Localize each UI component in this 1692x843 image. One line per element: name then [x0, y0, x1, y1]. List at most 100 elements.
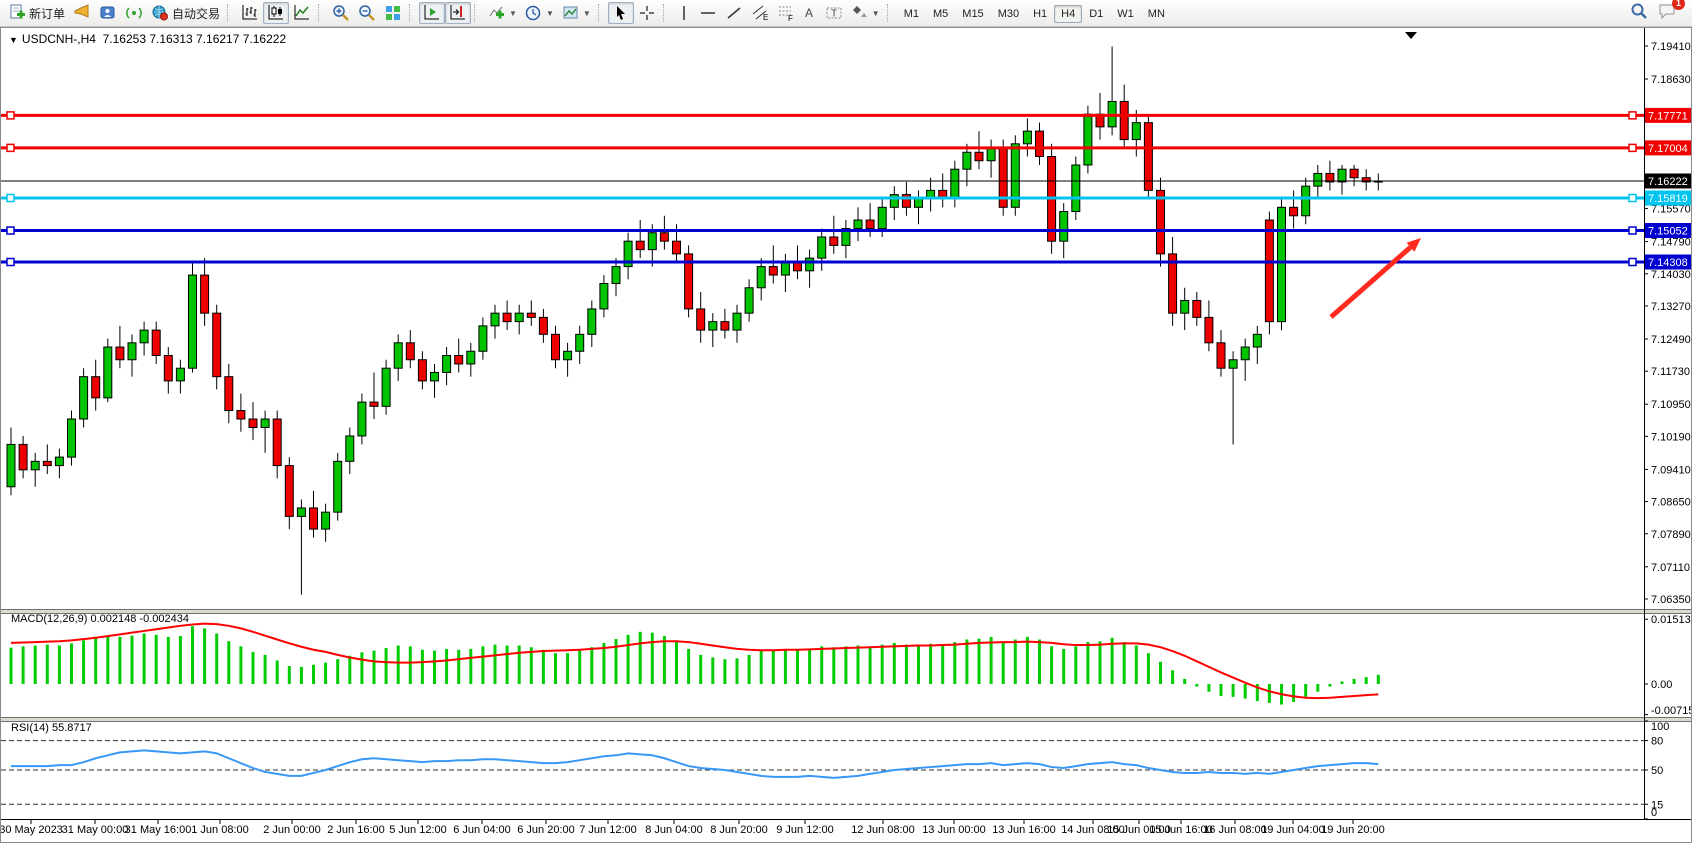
candle [430, 371, 439, 382]
symbol-period-label: USDCNH-,H4 [21, 32, 96, 46]
line-handle[interactable] [1628, 111, 1637, 120]
new-order-button[interactable]: 新订单 [4, 2, 69, 24]
candle [1192, 299, 1202, 318]
line-handle[interactable] [1628, 257, 1637, 267]
bar-chart-icon [242, 5, 258, 20]
line-handle[interactable] [1628, 193, 1637, 203]
candle [151, 329, 161, 357]
price-tick-label: 7.08650 [1651, 497, 1691, 509]
candle [309, 507, 318, 530]
equidistant-channel-button[interactable]: E [747, 2, 773, 24]
candle [369, 401, 379, 407]
bar-chart-button[interactable] [237, 2, 263, 24]
text-label-button[interactable]: T [821, 2, 847, 24]
chart-window[interactable]: 7.19410 7.18630 7.15570 7.14790 7.14030 7.132… [0, 27, 1692, 843]
fibonacci-icon: F [778, 6, 793, 22]
candle [224, 376, 234, 412]
notifications-button[interactable]: 1 [1658, 0, 1685, 25]
candle [877, 206, 887, 229]
candle [1022, 130, 1032, 145]
price-tick-label: 7.07110 [1651, 562, 1690, 574]
pane-separator[interactable] [1, 609, 1691, 614]
candle [672, 240, 681, 255]
pane-separator[interactable] [1, 717, 1691, 722]
line-handle[interactable] [6, 226, 15, 235]
timeframe-D1[interactable]: D1 [1089, 8, 1104, 20]
candle [889, 194, 899, 208]
candle [708, 321, 718, 331]
chart-canvas[interactable]: 7.19410 7.18630 7.15570 7.14790 7.14030 7.132… [1, 28, 1691, 842]
timeframe-W1[interactable]: W1 [1117, 8, 1134, 20]
line-handle[interactable] [6, 257, 15, 267]
price-badge-label: 7.15819 [1648, 193, 1688, 205]
fibonacci-button[interactable]: F [773, 2, 799, 24]
auto-trading-label: 自动交易 [172, 6, 221, 21]
trendline-button[interactable] [721, 2, 747, 24]
candle [127, 342, 137, 361]
auto-trading-button[interactable]: 自动交易 [147, 2, 224, 24]
templates-button[interactable]: ▼ [558, 2, 595, 24]
line-handle[interactable] [1628, 226, 1637, 235]
candle [393, 342, 403, 369]
horizontal-line-button[interactable] [695, 2, 721, 24]
candle [18, 443, 28, 471]
zoom-in-button[interactable] [328, 2, 354, 24]
rsi-tick-label: 50 [1651, 765, 1663, 777]
trend-arrow-head[interactable] [1406, 238, 1421, 252]
toolbar-separator [474, 4, 479, 22]
candle [284, 465, 294, 517]
shapes-icon [852, 6, 867, 17]
timeframe-H4[interactable]: H4 [1054, 5, 1083, 23]
timeframe-M1[interactable]: M1 [903, 8, 919, 20]
crosshair-button[interactable] [634, 2, 660, 24]
indicators-button[interactable]: ▼ [484, 2, 521, 24]
price-badge-label: 7.14308 [1648, 257, 1688, 269]
price-badge [1645, 190, 1691, 206]
candlestick-icon [268, 5, 284, 20]
line-handle[interactable] [6, 111, 15, 120]
line-handle[interactable] [6, 143, 15, 153]
timeframe-M15[interactable]: M15 [962, 8, 984, 20]
candle [1337, 168, 1347, 183]
date-label: 30 May 2023 [1, 824, 63, 836]
timeframe-M5[interactable]: M5 [933, 8, 949, 20]
candle [1325, 172, 1335, 183]
signals-button[interactable] [121, 2, 147, 24]
cursor-button[interactable] [607, 2, 634, 24]
candle [163, 355, 173, 382]
candle [6, 443, 16, 488]
periods-button[interactable]: ▼ [521, 2, 558, 24]
chart-shift-button[interactable] [445, 2, 472, 24]
candle [1071, 164, 1081, 213]
timeframe-M30[interactable]: M30 [997, 8, 1020, 20]
news-button[interactable] [69, 2, 95, 24]
candle [91, 376, 101, 399]
candle [684, 253, 694, 310]
zoom-out-button[interactable] [354, 2, 380, 24]
candlestick-chart-button[interactable] [263, 2, 290, 24]
arrows-button[interactable]: ▼ [847, 2, 884, 24]
chart-shift-marker[interactable] [1405, 32, 1417, 39]
line-chart-button[interactable] [289, 2, 315, 24]
line-handle[interactable] [6, 193, 15, 203]
horn-icon [74, 4, 89, 18]
text-button[interactable]: A [799, 2, 821, 24]
candle [538, 316, 548, 335]
search-button[interactable] [1630, 2, 1648, 25]
vertical-line-button[interactable] [673, 2, 695, 24]
timeframe-H1[interactable]: H1 [1033, 8, 1048, 20]
candle [744, 287, 754, 314]
chart-menu-triangle-icon[interactable]: ▼ [9, 35, 18, 45]
candle [381, 367, 391, 407]
candle [865, 219, 875, 229]
tile-windows-button[interactable] [380, 2, 406, 24]
timeframe-MN[interactable]: MN [1147, 8, 1165, 20]
community-button[interactable] [95, 2, 121, 24]
dropdown-caret: ▼ [582, 8, 591, 18]
horizontal-line-icon [700, 12, 715, 14]
candle [841, 227, 851, 246]
trend-arrow-shaft[interactable] [1329, 245, 1413, 319]
line-handle[interactable] [1628, 143, 1637, 153]
price-badge [1645, 173, 1691, 189]
auto-scroll-button[interactable] [419, 2, 446, 24]
